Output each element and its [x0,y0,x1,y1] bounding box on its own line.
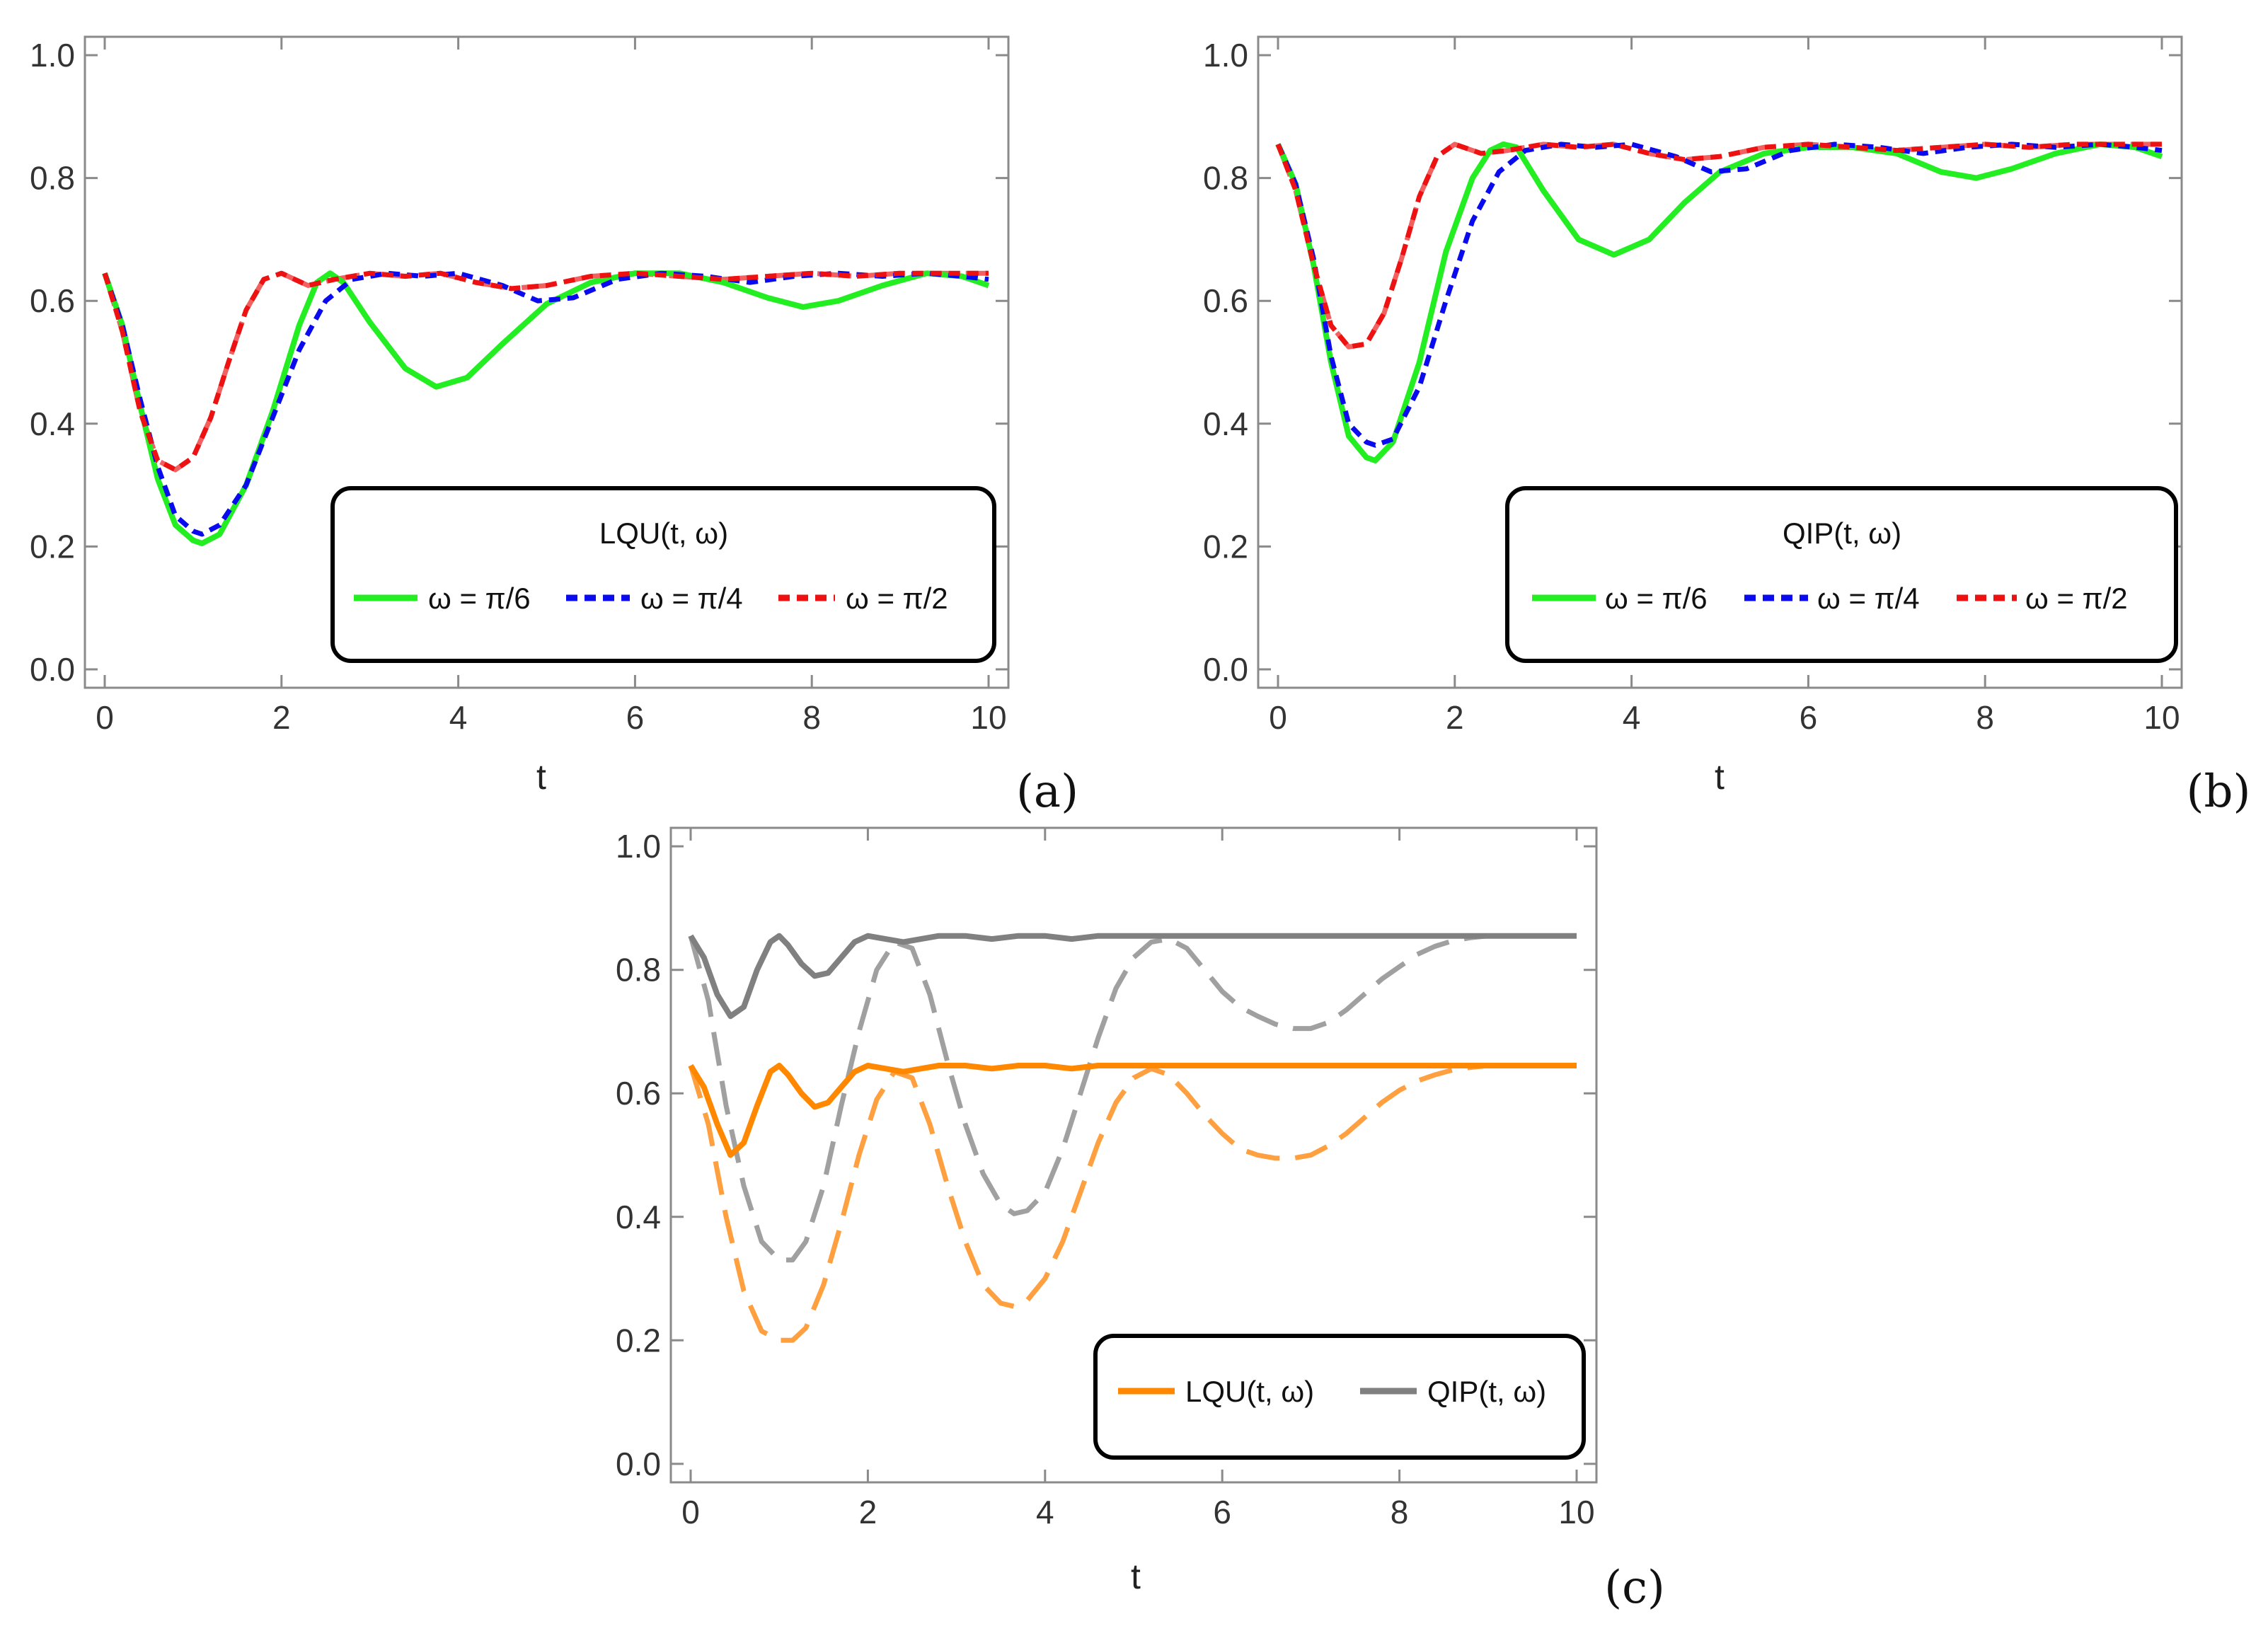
panel-c: 0 2 4 6 8 10 0.0 0.2 0.4 0.6 0.8 1.0 t (c) LQU(t, ω… [616,826,1665,1614]
series-line-b-2 [1275,142,2162,350]
panel-b: 0 2 4 6 8 10 0.0 0.2 0.4 0.6 0.8 1.0 t (b) QIP(t, ω… [1203,35,2251,818]
legend-label-b-2: ω = π/2 [2025,582,2128,615]
y-tick-label-b-5: 1.0 [1203,37,1248,74]
legend-label-b-1: ω = π/4 [1817,582,1920,615]
y-tick-label-b-4: 0.8 [1203,160,1248,197]
x-tick-label-c-3: 6 [1213,1494,1231,1530]
legend-title-b: QIP(t, ω) [1783,517,1901,550]
x-tick-label-b-5: 10 [2143,699,2180,736]
legend-title-a: LQU(t, ω) [599,517,728,550]
y-tick-label-a-3: 0.6 [30,282,75,319]
x-tick-label-b-0: 0 [1269,699,1287,736]
y-tick-label-c-2: 0.4 [616,1199,661,1235]
y-tick-label-c-4: 0.8 [616,952,661,988]
y-tick-label-c-1: 0.2 [616,1322,661,1359]
legend-c: LQU(t, ω) QIP(t, ω) [1093,1334,1586,1460]
y-tick-label-b-3: 0.6 [1203,282,1248,319]
x-tick-label-b-1: 2 [1446,699,1464,736]
curves-a [102,270,990,546]
axis-ticks-a: 0 2 4 6 8 10 0.0 0.2 0.4 0.6 0.8 1.0 [30,37,1008,736]
x-tick-label-c-5: 10 [1558,1494,1594,1530]
x-axis-label-c: t [1131,1557,1141,1596]
legend-label-a-0: ω = π/6 [428,582,531,615]
panel-label-c: (c) [1604,1562,1665,1614]
panel-label-a: (a) [1016,766,1078,818]
plot-frame-c [669,826,1598,1484]
legend-box-a [330,486,996,663]
x-tick-label-a-5: 10 [970,699,1006,736]
curves-c [688,933,1577,1343]
y-tick-label-a-0: 0.0 [30,651,75,688]
plot-frame-a [84,35,1010,689]
series-line-c-0 [688,1063,1577,1158]
y-tick-label-c-0: 0.0 [616,1446,661,1482]
legend-label-a-2: ω = π/2 [846,582,948,615]
legend-label-c-1: QIP(t, ω) [1427,1375,1546,1408]
dashed-series-line-c-0 [688,1063,1489,1343]
legend-box-b [1505,486,2178,663]
x-tick-label-b-3: 6 [1800,699,1818,736]
curves-b [1275,141,2163,463]
legend-a: LQU(t, ω) ω = π/6 ω = π/4 ω = π/2 [330,486,996,663]
axis-ticks-c: 0 2 4 6 8 10 0.0 0.2 0.4 0.6 0.8 1.0 [616,828,1596,1530]
x-tick-label-c-1: 2 [859,1494,877,1530]
y-tick-label-c-5: 1.0 [616,828,661,865]
x-tick-label-c-4: 8 [1391,1494,1409,1530]
series-line-c-1 [688,933,1577,1020]
y-tick-label-a-1: 0.2 [30,528,75,565]
x-tick-label-a-4: 8 [802,699,821,736]
panel-a: 0 2 4 6 8 10 0.0 0.2 0.4 0.6 0.8 1.0 t (a) LQU(t, ω… [30,35,1078,818]
series-line-b-0 [1275,141,2163,463]
y-tick-label-c-3: 0.6 [616,1075,661,1112]
x-tick-label-a-2: 4 [449,699,468,736]
x-tick-label-a-3: 6 [626,699,645,736]
x-axis-label-a: t [536,757,546,797]
series-line-a-2 [102,270,989,473]
y-tick-label-b-0: 0.0 [1203,651,1248,688]
legend-box-c [1093,1334,1586,1460]
series-line-b-1 [1275,142,2163,448]
y-tick-label-b-2: 0.4 [1203,405,1248,442]
x-tick-label-c-0: 0 [681,1494,700,1530]
x-axis-label-b: t [1715,757,1725,797]
x-tick-label-c-2: 4 [1036,1494,1054,1530]
x-tick-label-a-1: 2 [272,699,291,736]
x-tick-label-b-2: 4 [1623,699,1641,736]
legend-label-a-1: ω = π/4 [640,582,743,615]
y-tick-label-a-5: 1.0 [30,37,75,74]
panel-label-b: (b) [2187,766,2251,818]
legend-label-b-0: ω = π/6 [1605,582,1708,615]
plot-frame-b [1257,35,2183,689]
y-tick-label-a-4: 0.8 [30,160,75,197]
y-tick-label-a-2: 0.4 [30,405,75,442]
y-tick-label-b-1: 0.2 [1203,528,1248,565]
dashed-series-line-c-1 [688,933,1489,1263]
x-tick-label-b-4: 8 [1976,699,1994,736]
x-tick-label-a-0: 0 [96,699,114,736]
series-line-a-0 [102,270,990,546]
axis-ticks-b: 0 2 4 6 8 10 0.0 0.2 0.4 0.6 0.8 1.0 [1203,37,2182,736]
legend-b: QIP(t, ω) ω = π/6 ω = π/4 ω = π/2 [1505,486,2178,663]
legend-label-c-0: LQU(t, ω) [1185,1375,1314,1408]
